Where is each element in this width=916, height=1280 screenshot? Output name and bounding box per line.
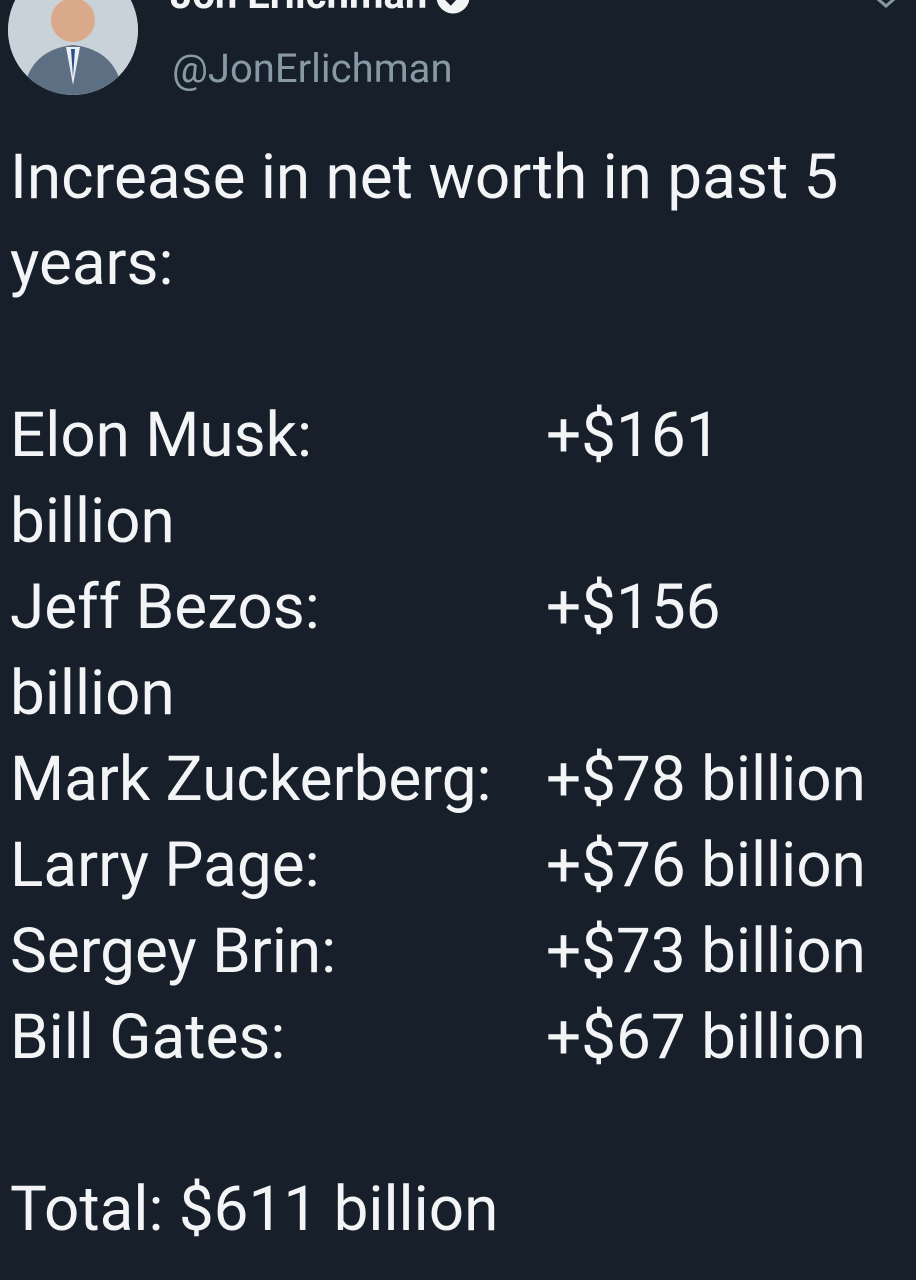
entry-name: Sergey Brin:	[10, 915, 337, 988]
user-name[interactable]: Jon Erlichman	[170, 0, 471, 20]
entry-name: Jeff Bezos:	[10, 571, 320, 644]
entry-name: Bill Gates:	[10, 1001, 286, 1074]
entry-name: Elon Musk:	[10, 399, 313, 472]
entry-value: +$78 billion	[546, 743, 866, 816]
tweet-intro: Increase in net worth in past 5 years:	[10, 141, 839, 300]
entry-value: +$67 billion	[546, 1001, 866, 1074]
tweet-body: Increase in net worth in past 5 years: E…	[10, 135, 910, 1253]
entry-name: Mark Zuckerberg:	[10, 743, 492, 816]
user-handle[interactable]: @JonErlichman	[172, 45, 453, 92]
entry-value: +$161 billion	[10, 399, 721, 558]
entry: Bill Gates: +$67 billion	[10, 995, 916, 1081]
entry: Sergey Brin: +$73 billion	[10, 909, 916, 995]
entry: Mark Zuckerberg: +$78 billion	[10, 737, 916, 823]
entry: Jeff Bezos: +$156 billion	[10, 565, 750, 737]
entry: Elon Musk: +$161 billion	[10, 393, 750, 565]
user-name-text: Jon Erlichman	[170, 0, 427, 18]
entry-list: Elon Musk: +$161 billion Jeff Bezos: +$156 …	[10, 393, 910, 1081]
entry-name: Larry Page:	[10, 829, 320, 902]
entry-value: +$73 billion	[546, 915, 866, 988]
tweet-total: Total: $611 billion	[10, 1173, 499, 1246]
menu-chevron[interactable]	[866, 0, 906, 14]
entry-value: +$76 billion	[546, 829, 866, 902]
avatar[interactable]	[8, 0, 138, 95]
avatar-image	[8, 0, 138, 95]
entry: Larry Page: +$76 billion	[10, 823, 916, 909]
entry-value: +$156 billion	[10, 571, 721, 730]
verified-badge	[437, 0, 470, 14]
